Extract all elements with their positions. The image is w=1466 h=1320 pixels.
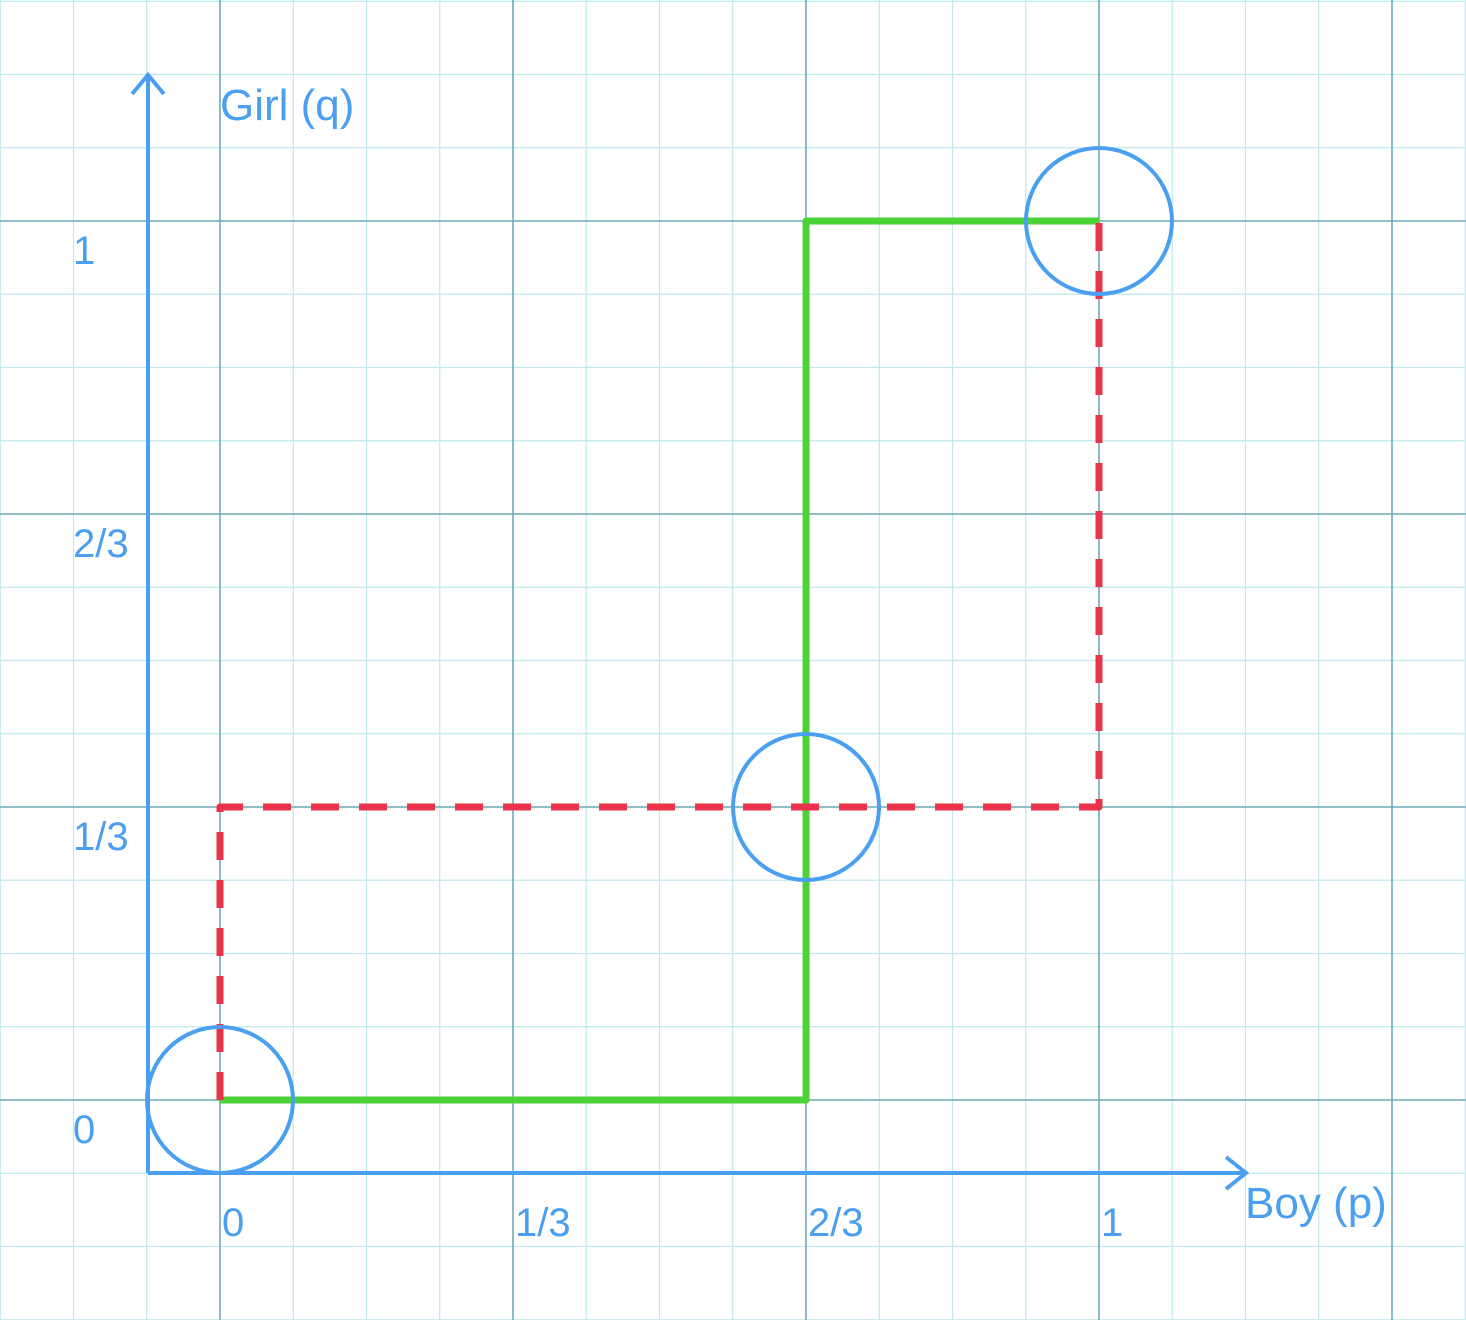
x-tick-label: 2/3 [808,1201,864,1245]
y-tick-label: 0 [73,1108,95,1152]
x-tick-label: 1 [1101,1201,1123,1245]
x-tick-label: 1/3 [515,1201,571,1245]
boy-best-response-line [220,217,1099,1104]
girl-best-response-line [216,221,1103,1100]
y-tick-label: 2/3 [73,522,129,566]
tick-labels: 0 1/3 2/3 1 0 1/3 2/3 1 [73,229,1123,1245]
series-layer [216,217,1103,1104]
y-axis-arrowhead [130,71,166,96]
axes [130,71,1250,1191]
y-tick-label: 1/3 [73,815,129,859]
y-axis-title: Girl (q) [220,81,354,130]
x-axis-title: Boy (p) [1245,1179,1387,1228]
y-tick-label: 1 [73,229,95,273]
equilibrium-circle [731,732,882,883]
equilibrium-circle [1024,146,1174,296]
x-axis-arrowhead [1224,1155,1250,1191]
x-tick-label: 0 [222,1201,244,1245]
